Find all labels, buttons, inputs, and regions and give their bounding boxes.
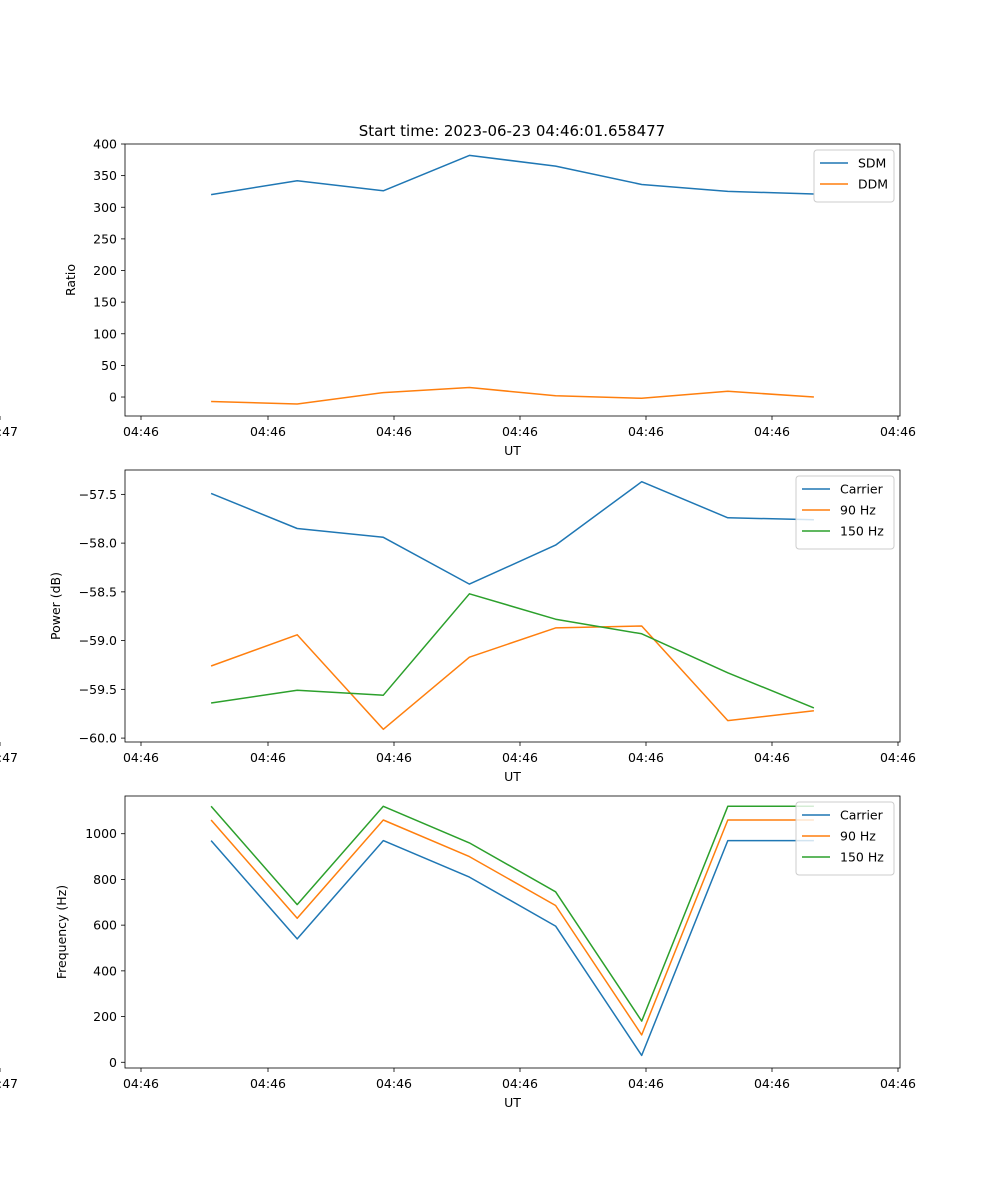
chart-panel-1: 0 50 100 150 200 250 300 350 400 04:46 04:46 04:46 0…	[0, 137, 916, 458]
series-line-90-hz	[210, 819, 814, 1036]
x-tick-label: 04:46	[880, 1076, 916, 1091]
y-tick-label: 1000	[85, 826, 117, 841]
y-tick-label: 0	[109, 390, 117, 405]
y-tick-label: 100	[93, 326, 117, 341]
y-tick-label: 600	[93, 918, 117, 933]
y-tick-label: −58.0	[79, 536, 117, 551]
legend: Carrier 90 Hz 150 Hz	[795, 475, 895, 550]
y-tick-label: 50	[101, 358, 117, 373]
series-line-150-hz	[210, 805, 814, 1022]
y-axis-label: Ratio	[63, 264, 78, 296]
legend: Carrier 90 Hz 150 Hz	[795, 801, 895, 876]
legend-label: DDM	[858, 177, 888, 192]
y-axis-label: Frequency (Hz)	[54, 885, 69, 979]
y-tick-label: 150	[93, 295, 117, 310]
y-tick-label: 400	[93, 963, 117, 978]
y-tick-label: −59.0	[79, 633, 117, 648]
x-tick-label: 04:46	[502, 424, 538, 439]
y-tick-label: 0	[109, 1055, 117, 1070]
series-line-90-hz	[210, 625, 814, 731]
x-axis-label: UT	[504, 443, 521, 458]
x-tick-label: 04:46	[376, 424, 412, 439]
y-tick-label: 350	[93, 168, 117, 183]
legend: SDM DDM	[813, 149, 895, 203]
series-line-carrier	[210, 839, 814, 1057]
legend-label: 90 Hz	[840, 503, 876, 518]
legend-label: 90 Hz	[840, 829, 876, 844]
x-tick-label: 04:46	[628, 424, 664, 439]
y-tick-label: 800	[93, 872, 117, 887]
x-tick-label: 04:46	[250, 750, 286, 765]
legend-label: 150 Hz	[840, 850, 884, 865]
axes-frame	[124, 795, 901, 1069]
x-tick-label: 04:46	[376, 750, 412, 765]
x-tick-label: 04:46	[250, 424, 286, 439]
x-tick-label: 04:46	[880, 424, 916, 439]
x-tick-label: 04:46	[502, 750, 538, 765]
x-tick-label: 04:46	[502, 1076, 538, 1091]
x-tick-label: 04:46	[754, 424, 790, 439]
y-tick-label: −57.5	[79, 487, 117, 502]
x-axis-label: UT	[504, 1095, 521, 1110]
figure-title: Start time: 2023-06-23 04:46:01.658477	[359, 122, 665, 140]
series-line-carrier	[210, 480, 814, 585]
legend-label: Carrier	[840, 808, 884, 823]
x-tick-label: 04:46	[880, 750, 916, 765]
x-tick-label: 04:46	[123, 750, 159, 765]
y-tick-label: 200	[93, 1009, 117, 1024]
y-axis-label: Power (dB)	[48, 572, 63, 640]
series-line-sdm	[210, 154, 814, 196]
axes-frame	[124, 143, 901, 417]
series-line-150-hz	[210, 593, 815, 709]
y-tick-label: −60.0	[79, 731, 117, 746]
legend-label: 150 Hz	[840, 524, 884, 539]
x-tick-label: 04:46	[123, 1076, 159, 1091]
chart-panel-3: 0 200 400 600 800 1000 04:46 04:46 04:46 04:46 04:…	[0, 795, 916, 1110]
x-tick-label: 04:46	[376, 1076, 412, 1091]
x-tick-label: 04:46	[754, 750, 790, 765]
legend-label: Carrier	[840, 482, 884, 497]
y-tick-label: 250	[93, 231, 117, 246]
x-axis-label: UT	[504, 769, 521, 784]
chart-panel-2: −60.0 −59.5 −59.0 −58.5 −58.0 −57.5 04:46 04:46…	[0, 469, 916, 784]
y-tick-label: −58.5	[79, 584, 117, 599]
x-tick-label: 04:46	[754, 1076, 790, 1091]
x-tick-label: 04:47	[0, 750, 18, 765]
x-tick-label: 04:46	[628, 750, 664, 765]
legend-label: SDM	[858, 156, 886, 171]
y-tick-label: 300	[93, 200, 117, 215]
series-line-ddm	[211, 386, 814, 405]
x-tick-label: 04:46	[628, 1076, 664, 1091]
axes-frame	[124, 469, 901, 743]
y-tick-label: 200	[93, 263, 117, 278]
x-tick-label: 04:47	[0, 1076, 18, 1091]
y-tick-label: 400	[93, 137, 117, 152]
x-tick-label: 04:47	[0, 424, 18, 439]
x-tick-label: 04:46	[123, 424, 159, 439]
y-tick-label: −59.5	[79, 682, 117, 697]
x-tick-label: 04:46	[250, 1076, 286, 1091]
